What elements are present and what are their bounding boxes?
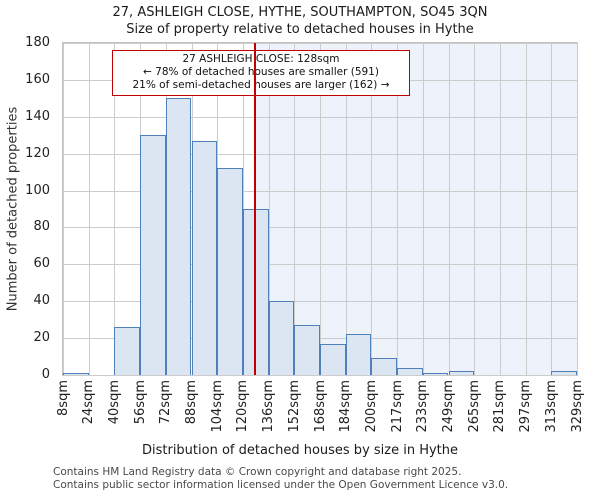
y-tick-label: 40 <box>33 293 50 309</box>
bar-72-88sqm <box>165 98 192 375</box>
v-gridline <box>499 43 501 375</box>
x-tick-label: 136sqm <box>261 380 277 433</box>
v-gridline <box>397 43 399 375</box>
y-tick-label: 180 <box>25 35 50 50</box>
bar-104-120sqm <box>217 168 243 375</box>
x-tick-label: 168sqm <box>312 380 328 433</box>
bar-313-329sqm <box>551 371 577 375</box>
annotation-line-2: ← 78% of detached houses are smaller (59… <box>143 66 379 78</box>
x-tick-label: 297sqm <box>518 380 534 433</box>
larger-than-marker-shaded-region <box>255 43 577 375</box>
y-tick-label: 120 <box>25 145 50 161</box>
v-gridline <box>551 43 553 375</box>
y-tick-label: 0 <box>41 367 50 382</box>
h-gridline <box>63 375 577 376</box>
x-tick-label: 8sqm <box>55 380 71 416</box>
y-tick-label: 100 <box>25 182 50 198</box>
v-gridline <box>422 43 424 375</box>
x-tick-label: 329sqm <box>569 380 585 433</box>
x-tick-label: 265sqm <box>466 380 482 433</box>
y-tick-label: 160 <box>25 71 50 87</box>
v-gridline <box>525 43 527 375</box>
v-gridline <box>88 43 90 375</box>
x-axis-title: Distribution of detached houses by size … <box>141 443 459 458</box>
bar-40-56sqm <box>114 327 141 375</box>
x-tick-label: 104sqm <box>209 380 225 433</box>
v-gridline <box>114 43 116 375</box>
x-tick-label: 233sqm <box>415 380 431 433</box>
v-gridline <box>268 43 270 375</box>
annotation-line-3: 21% of semi-detached houses are larger (… <box>132 79 390 91</box>
x-tick-label: 88sqm <box>184 380 199 425</box>
bar-152-168sqm <box>294 325 320 375</box>
v-gridline <box>345 43 347 375</box>
v-gridline <box>320 43 321 375</box>
marker-line-128sqm <box>254 43 256 375</box>
v-gridline <box>448 43 450 375</box>
bar-184-200sqm <box>345 334 372 375</box>
page-subtitle: Size of property relative to detached ho… <box>126 22 474 37</box>
bar-8-24sqm <box>63 373 89 375</box>
x-axis-tick-labels: 8sqm 24sqm 40sqm 56sqm 72sqm 88sqm 104sqm 120sq… <box>56 377 585 443</box>
annotation-box: 27 ASHLEIGH CLOSE: 128sqm ← 78% of detac… <box>112 50 410 96</box>
footer-line-2: Contains public sector information licen… <box>53 479 509 491</box>
v-gridline <box>294 43 296 375</box>
x-tick-label: 200sqm <box>363 380 379 433</box>
bar-136-152sqm <box>268 301 295 375</box>
x-tick-label: 40sqm <box>106 380 122 425</box>
x-tick-label: 217sqm <box>389 380 405 433</box>
x-tick-label: 56sqm <box>132 380 148 425</box>
y-tick-label: 60 <box>33 256 50 272</box>
x-tick-label: 281sqm <box>492 380 508 433</box>
y-tick-label: 80 <box>33 219 50 235</box>
v-gridline <box>63 43 64 375</box>
bar-249-265sqm <box>448 371 475 375</box>
bar-200-217sqm <box>371 358 398 375</box>
v-gridline <box>474 43 476 375</box>
x-tick-label: 24sqm <box>81 380 97 425</box>
v-gridline <box>371 43 373 375</box>
bar-88-104sqm <box>191 140 218 375</box>
y-tick-label: 140 <box>25 108 50 124</box>
bar-217-233sqm <box>397 367 423 375</box>
y-axis-tick-labels: 0 20 40 60 80 100 120 140 160 180 <box>0 35 56 382</box>
page-title: 27, ASHLEIGH CLOSE, HYTHE, SOUTHAMPTON, … <box>112 5 488 20</box>
v-gridline <box>577 43 578 375</box>
bar-168-184sqm <box>320 343 346 375</box>
annotation-line-1: 27 ASHLEIGH CLOSE: 128sqm <box>182 53 340 65</box>
x-tick-label: 72sqm <box>158 380 174 425</box>
bar-233-249sqm <box>422 373 449 375</box>
x-tick-label: 120sqm <box>235 380 251 433</box>
footer-line-1: Contains HM Land Registry data © Crown c… <box>53 466 462 478</box>
bar-56-72sqm <box>140 135 166 375</box>
attribution-footer: Contains HM Land Registry data © Crown c… <box>53 466 508 492</box>
x-tick-label: 184sqm <box>338 380 354 433</box>
x-tick-label: 152sqm <box>286 380 302 433</box>
y-tick-label: 20 <box>33 330 50 346</box>
x-tick-label: 313sqm <box>543 380 559 433</box>
plot-area: 27 ASHLEIGH CLOSE: 128sqm ← 78% of detac… <box>62 42 578 376</box>
x-tick-label: 249sqm <box>441 380 456 433</box>
